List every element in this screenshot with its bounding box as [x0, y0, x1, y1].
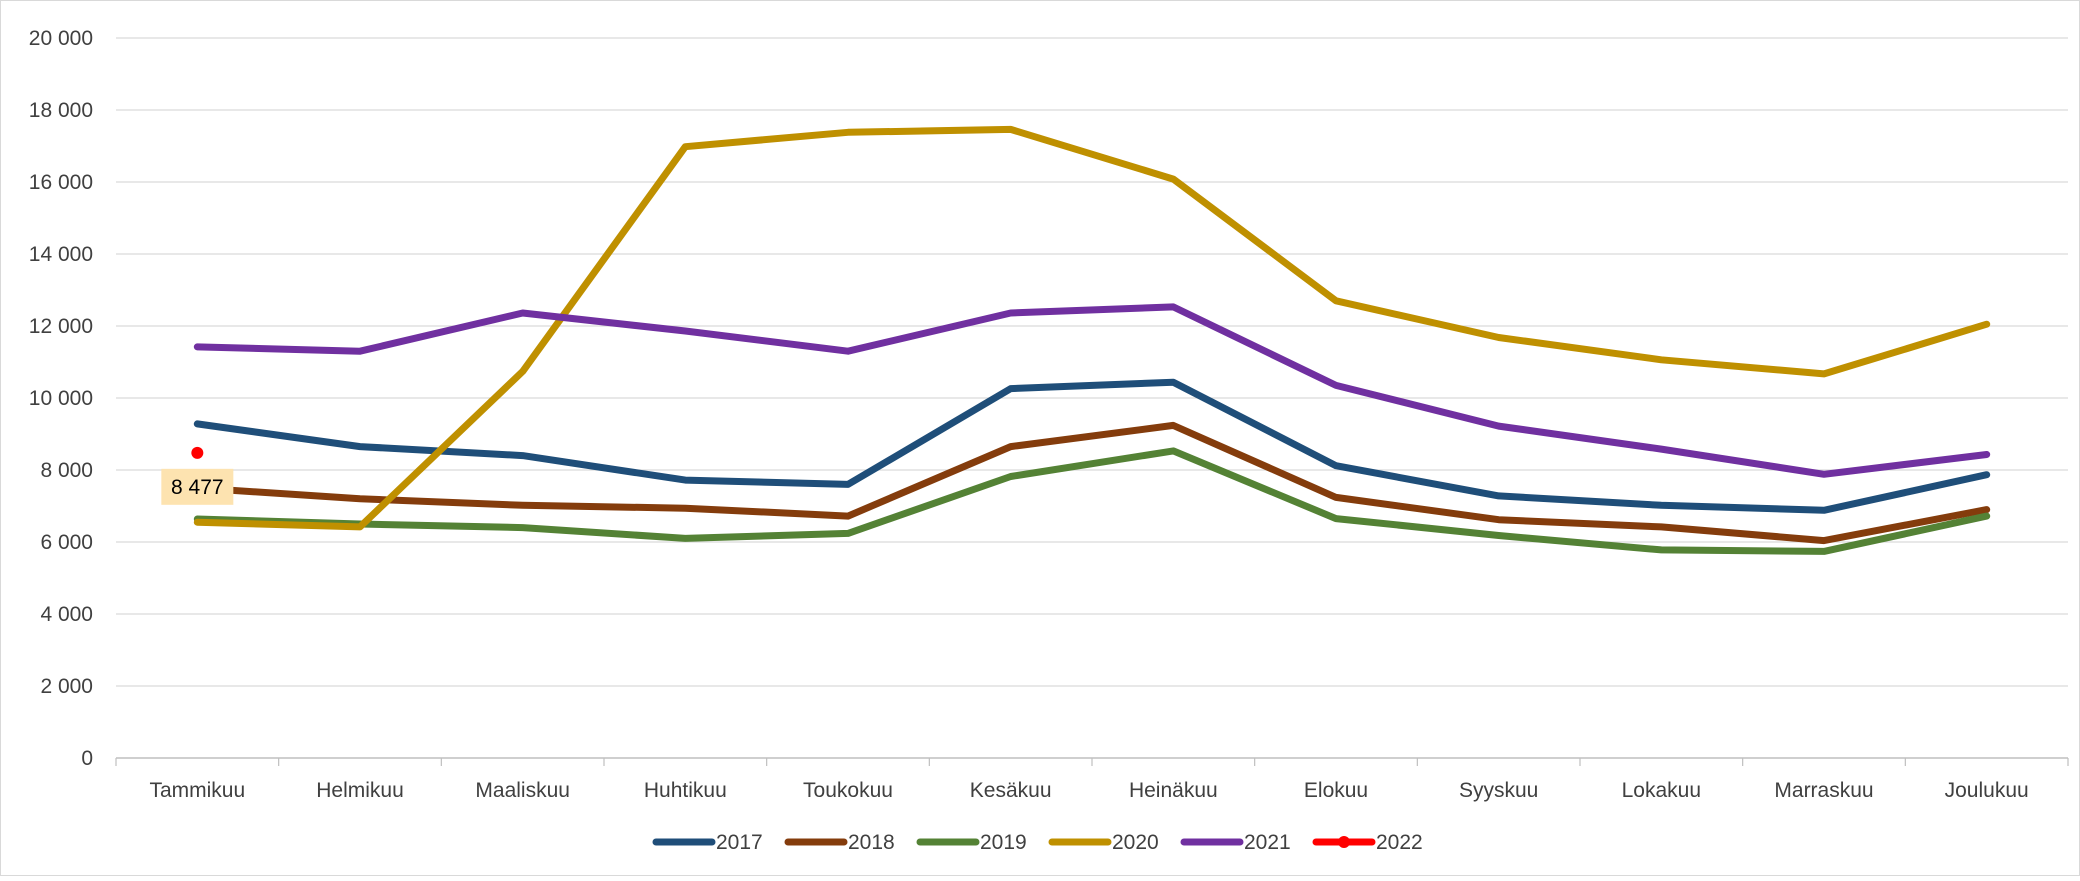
y-tick-label: 12 000 — [29, 315, 93, 338]
series-line-2018 — [193, 421, 1991, 545]
legend: 2017 2018 2019 2020 2021 2022 — [652, 831, 1423, 854]
legend-label: 2018 — [848, 831, 895, 854]
data-point-2022 — [191, 446, 204, 459]
legend-marker — [1338, 836, 1350, 848]
y-tick-label: 6 000 — [40, 531, 93, 554]
legend-item-2018: 2018 — [784, 831, 895, 854]
x-tick-label: Maaliskuu — [475, 779, 570, 802]
y-tick-label: 16 000 — [29, 171, 93, 194]
series-line-2021 — [193, 303, 1991, 478]
x-tick-label: Syyskuu — [1459, 779, 1538, 802]
series-line-2020 — [193, 125, 1991, 531]
y-tick-label: 10 000 — [29, 387, 93, 410]
legend-item-2017: 2017 — [652, 831, 763, 854]
y-axis: 0 2 000 4 000 6 000 8 000 10 000 12 000 14 000 1… — [29, 27, 93, 770]
data-label: 8 477 — [171, 476, 224, 499]
y-tick-label: 2 000 — [40, 675, 93, 698]
legend-label: 2022 — [1376, 831, 1423, 854]
legend-label: 2017 — [716, 831, 763, 854]
x-axis: Tammikuu Helmikuu Maaliskuu Huhtikuu Toukoku… — [115, 758, 2069, 802]
y-tick-label: 8 000 — [40, 459, 93, 482]
y-tick-label: 18 000 — [29, 99, 93, 122]
data-labels: 8 477 — [161, 468, 234, 505]
legend-label: 2020 — [1112, 831, 1159, 854]
legend-item-2022: 2022 — [1312, 831, 1423, 854]
x-tick-label: Marraskuu — [1774, 779, 1873, 802]
y-tick-label: 14 000 — [29, 243, 93, 266]
x-tick-label: Huhtikuu — [644, 779, 727, 802]
series-line-2017 — [193, 378, 1991, 514]
x-tick-label: Kesäkuu — [970, 779, 1052, 802]
x-tick-label: Lokakuu — [1622, 779, 1701, 802]
data-label-box — [161, 468, 234, 505]
series-layer — [191, 125, 1991, 555]
legend-item-2019: 2019 — [916, 831, 1027, 854]
x-tick-label: Helmikuu — [316, 779, 404, 802]
x-tick-label: Toukokuu — [803, 779, 893, 802]
legend-label: 2021 — [1244, 831, 1291, 854]
y-tick-label: 0 — [81, 747, 93, 770]
x-tick-label: Elokuu — [1304, 779, 1368, 802]
series-line-2019 — [193, 447, 1991, 555]
y-tick-label: 4 000 — [40, 603, 93, 626]
y-tick-label: 20 000 — [29, 27, 93, 50]
x-tick-label: Tammikuu — [149, 779, 245, 802]
legend-item-2020: 2020 — [1048, 831, 1159, 854]
legend-label: 2019 — [980, 831, 1027, 854]
legend-item-2021: 2021 — [1180, 831, 1291, 854]
x-tick-label: Joulukuu — [1945, 779, 2029, 802]
x-tick-label: Heinäkuu — [1129, 779, 1218, 802]
